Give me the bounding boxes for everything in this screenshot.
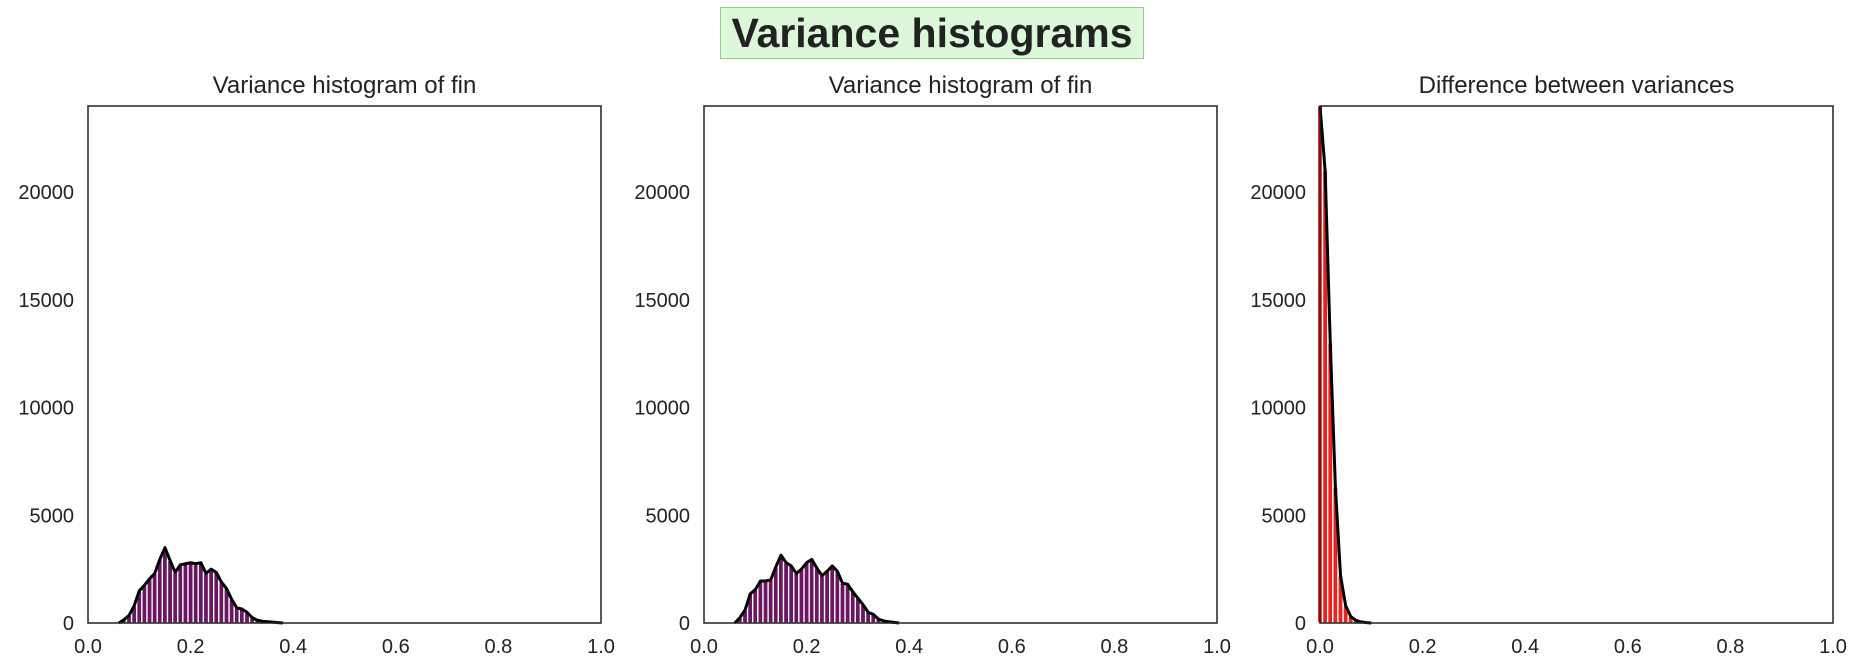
histogram-bar	[146, 578, 153, 624]
histogram-bar	[187, 562, 194, 624]
y-tick-label: 20000	[18, 182, 74, 204]
histogram-bar	[752, 588, 759, 624]
y-tick-label: 0	[1295, 613, 1306, 635]
histogram-bar	[757, 580, 764, 624]
x-tick-label: 0.0	[1306, 636, 1334, 658]
histogram-bar	[192, 563, 199, 624]
histogram-bar	[141, 584, 148, 624]
y-tick-label: 15000	[18, 290, 74, 312]
histogram-bar	[177, 564, 184, 624]
y-tick-label: 10000	[1250, 398, 1306, 420]
histogram-bar	[808, 558, 815, 624]
histogram-bar	[762, 580, 769, 624]
histogram-bar	[171, 571, 179, 624]
x-tick-label: 0.2	[793, 636, 821, 658]
y-tick-label: 5000	[646, 505, 691, 527]
y-tick-label: 15000	[634, 290, 690, 312]
kde-line	[117, 546, 284, 625]
y-tick-label: 0	[679, 613, 690, 635]
histogram-bar	[787, 565, 795, 624]
histogram-bar	[777, 554, 785, 624]
x-tick-label: 1.0	[1203, 636, 1231, 658]
histogram-bar	[161, 546, 169, 624]
chart-title: Difference between variances	[1419, 72, 1735, 99]
histogram-bar	[793, 572, 800, 624]
y-tick-label: 10000	[634, 398, 690, 420]
histogram-bar	[233, 607, 240, 624]
histogram-bar	[202, 572, 210, 624]
x-tick-label: 0.4	[1511, 636, 1539, 658]
histogram-bar	[182, 563, 189, 624]
axes-frame	[1319, 105, 1834, 624]
histogram-bar	[767, 579, 774, 624]
x-tick-label: 0.6	[382, 636, 410, 658]
x-tick-label: 0.2	[177, 636, 205, 658]
x-tick-label: 0.4	[895, 636, 923, 658]
histogram-bar	[218, 581, 225, 624]
histogram-bar	[166, 559, 174, 624]
x-tick-label: 0.2	[1409, 636, 1437, 658]
histogram-bar	[156, 558, 164, 624]
histogram-bar	[823, 570, 831, 624]
x-tick-label: 0.0	[74, 636, 102, 658]
x-tick-label: 0.8	[484, 636, 512, 658]
chart-panel-2: Variance histogram of fin 0.0 0.2 0.4 0.6 0.8…	[634, 72, 1231, 658]
x-tick-label: 0.0	[690, 636, 718, 658]
histogram-bar	[798, 568, 805, 624]
histogram-bar	[844, 583, 851, 624]
y-tick-label: 10000	[18, 398, 74, 420]
figure-title: Variance histograms	[720, 7, 1144, 59]
chart-panel-1: Variance histogram of fin 0.0 0.2 0.4 0.6 0.8…	[18, 72, 615, 658]
histogram-bar	[813, 567, 821, 624]
x-tick-label: 1.0	[587, 636, 615, 658]
histogram-bar	[818, 574, 826, 624]
y-tick-label: 5000	[30, 505, 75, 527]
kde-line	[1318, 105, 1372, 625]
chart-panel-3: Difference between variances 0.0 0.2 0.4 0.6…	[1250, 72, 1847, 658]
kde-line	[733, 553, 900, 625]
y-tick-label: 20000	[634, 182, 690, 204]
histogram-bar	[829, 565, 836, 624]
y-tick-label: 5000	[1262, 505, 1307, 527]
x-tick-label: 0.8	[1100, 636, 1128, 658]
y-tick-label: 20000	[1250, 182, 1306, 204]
axes-frame	[87, 105, 602, 624]
x-tick-label: 0.4	[279, 636, 307, 658]
histogram-bar	[197, 562, 205, 624]
y-tick-label: 15000	[1250, 290, 1306, 312]
axes-frame	[703, 105, 1218, 624]
histogram-bar	[803, 562, 810, 624]
x-tick-label: 0.6	[1614, 636, 1642, 658]
histogram-bar	[849, 591, 856, 624]
histogram-bar	[151, 572, 158, 624]
histogram-bar	[213, 571, 220, 624]
histogram-bar	[782, 562, 790, 624]
histogram-bar	[839, 582, 846, 624]
x-tick-label: 1.0	[1819, 636, 1847, 658]
histogram-bar	[207, 568, 215, 624]
x-tick-label: 0.6	[998, 636, 1026, 658]
chart-title: Variance histogram of fin	[829, 72, 1093, 99]
chart-title: Variance histogram of fin	[213, 72, 477, 99]
y-tick-label: 0	[63, 613, 74, 635]
x-tick-label: 0.8	[1716, 636, 1744, 658]
